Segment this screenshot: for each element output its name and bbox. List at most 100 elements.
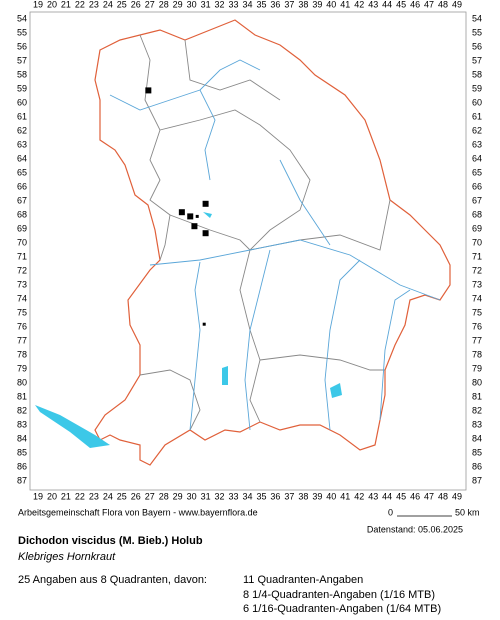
- x-grid-label: 27: [145, 0, 155, 9]
- y-grid-label: 70: [17, 237, 27, 247]
- x-grid-label: 32: [215, 0, 225, 9]
- y-grid-label: 73: [17, 279, 27, 289]
- x-grid-label: 43: [368, 491, 378, 501]
- y-grid-label: 62: [17, 125, 27, 135]
- y-grid-label: 83: [472, 419, 482, 429]
- x-grid-label: 39: [312, 491, 322, 501]
- y-grid-label: 75: [472, 307, 482, 317]
- y-grid-label: 83: [17, 419, 27, 429]
- x-grid-label: 26: [131, 491, 141, 501]
- map-frame: [29, 11, 467, 491]
- y-grid-label: 61: [17, 111, 27, 121]
- x-grid-label: 33: [229, 491, 239, 501]
- x-grid-label: 44: [382, 0, 392, 9]
- record-large: [202, 200, 209, 207]
- y-grid-label: 82: [17, 405, 27, 415]
- title: Dichodon viscidus (M. Bieb.) Holub: [18, 535, 203, 547]
- count: 11 Quadranten-Angaben: [243, 574, 363, 586]
- x-grid-label: 38: [298, 0, 308, 9]
- y-grid-label: 82: [472, 405, 482, 415]
- y-grid-label: 84: [472, 433, 482, 443]
- x-grid-label: 40: [326, 491, 336, 501]
- y-grid-label: 80: [17, 377, 27, 387]
- x-grid-label: 42: [354, 0, 364, 9]
- x-grid-label: 45: [396, 491, 406, 501]
- y-grid-label: 77: [472, 335, 482, 345]
- y-grid-label: 66: [472, 181, 482, 191]
- y-grid-label: 68: [472, 209, 482, 219]
- record-small: [202, 322, 206, 326]
- rivers: [109, 59, 441, 431]
- x-grid-label: 21: [61, 491, 71, 501]
- y-grid-label: 67: [17, 195, 27, 205]
- x-grid-label: 38: [298, 491, 308, 501]
- x-grid-label: 36: [270, 491, 280, 501]
- y-grid-label: 76: [472, 321, 482, 331]
- state-border: [94, 19, 451, 466]
- y-grid-label: 79: [472, 363, 482, 373]
- y-grid-label: 87: [472, 475, 482, 485]
- x-grid-label: 21: [61, 0, 71, 9]
- y-grid-label: 56: [17, 41, 27, 51]
- y-grid-label: 72: [472, 265, 482, 275]
- y-grid-label: 81: [472, 391, 482, 401]
- y-grid-label: 75: [17, 307, 27, 317]
- x-grid-label: 49: [452, 491, 462, 501]
- y-grid-label: 64: [472, 153, 482, 163]
- x-grid-label: 45: [396, 0, 406, 9]
- y-grid-label: 77: [17, 335, 27, 345]
- y-grid-label: 65: [472, 167, 482, 177]
- x-grid-label: 40: [326, 0, 336, 9]
- x-grid-label: 48: [438, 491, 448, 501]
- y-grid-label: 60: [472, 97, 482, 107]
- x-grid-label: 23: [89, 491, 99, 501]
- x-grid-label: 25: [117, 491, 127, 501]
- y-grid-label: 74: [17, 293, 27, 303]
- y-grid-label: 55: [472, 27, 482, 37]
- y-grid-label: 69: [472, 223, 482, 233]
- y-grid-label: 60: [17, 97, 27, 107]
- y-grid-label: 58: [17, 69, 27, 79]
- x-grid-label: 28: [159, 0, 169, 9]
- x-grid-label: 30: [187, 0, 197, 9]
- y-grid-label: 59: [17, 83, 27, 93]
- subtitle: Klebriges Hornkraut: [18, 551, 116, 563]
- x-grid-label: 25: [117, 0, 127, 9]
- y-grid-label: 86: [17, 461, 27, 471]
- x-grid-label: 35: [256, 491, 266, 501]
- x-grid-label: 47: [424, 0, 434, 9]
- y-grid-label: 57: [472, 55, 482, 65]
- x-grid-label: 43: [368, 0, 378, 9]
- x-grid-label: 31: [201, 491, 211, 501]
- x-grid-label: 24: [103, 491, 113, 501]
- y-grid-label: 72: [17, 265, 27, 275]
- y-grid-label: 54: [472, 13, 482, 23]
- x-grid-label: 37: [284, 0, 294, 9]
- x-grid-label: 41: [340, 491, 350, 501]
- y-grid-label: 68: [17, 209, 27, 219]
- y-grid-label: 64: [17, 153, 27, 163]
- lakes: [35, 212, 342, 448]
- y-grid-label: 76: [17, 321, 27, 331]
- y-grid-label: 86: [472, 461, 482, 471]
- y-grid-label: 70: [472, 237, 482, 247]
- record-small: [195, 214, 199, 218]
- x-grid-label: 36: [270, 0, 280, 9]
- record-large: [202, 230, 209, 237]
- x-grid-label: 44: [382, 491, 392, 501]
- district-borders: [139, 34, 391, 431]
- scale-start: 0: [388, 507, 393, 517]
- count: 8 1/4-Quadranten-Angaben (1/16 MTB): [243, 589, 435, 601]
- y-grid-label: 69: [17, 223, 27, 233]
- record-large: [145, 87, 152, 94]
- x-grid-label: 26: [131, 0, 141, 9]
- x-grid-label: 42: [354, 491, 364, 501]
- y-grid-label: 59: [472, 83, 482, 93]
- y-grid-label: 67: [472, 195, 482, 205]
- y-grid-label: 65: [17, 167, 27, 177]
- y-grid-label: 74: [472, 293, 482, 303]
- y-grid-label: 71: [472, 251, 482, 261]
- x-grid-label: 37: [284, 491, 294, 501]
- y-grid-label: 85: [472, 447, 482, 457]
